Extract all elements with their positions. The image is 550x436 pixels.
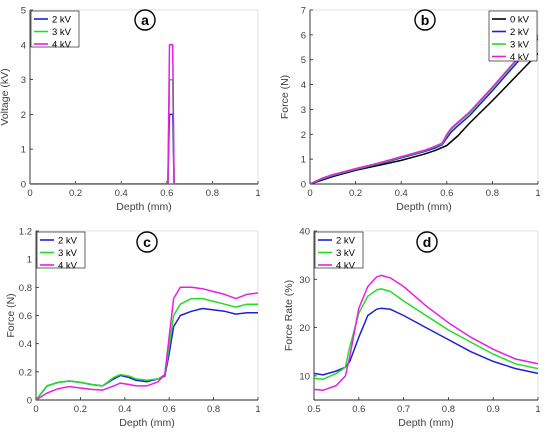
legend-label: 4 kV	[510, 52, 530, 63]
legend-label: 2 kV	[52, 14, 72, 25]
y-tick-label: 0	[21, 180, 26, 191]
panel-letter: b	[421, 12, 430, 28]
x-axis-label: Depth (mm)	[116, 201, 171, 213]
y-tick-label: 0.8	[19, 283, 32, 294]
y-tick-label: 20	[299, 323, 310, 334]
legend-label: 2 kV	[336, 235, 356, 246]
y-tick-label: 1	[301, 155, 306, 166]
y-tick-label: 2	[21, 110, 26, 121]
x-tick-label: 1	[255, 404, 260, 415]
x-tick-label: 0.9	[487, 404, 500, 415]
x-tick-label: 0.6	[440, 188, 453, 199]
x-tick-label: 1	[535, 404, 540, 415]
series-line-3-kv	[314, 288, 538, 380]
y-tick-label: 3	[301, 105, 306, 116]
x-tick-label: 0.8	[442, 404, 455, 415]
y-tick-label: 4	[21, 40, 26, 51]
y-axis-label: Force (N)	[279, 75, 291, 119]
series-line-3-kv	[30, 78, 258, 184]
y-tick-label: 0.4	[19, 339, 32, 350]
legend-label: 0 kV	[510, 14, 530, 25]
legend-label: 2 kV	[58, 235, 78, 246]
series-line-4-kv	[36, 286, 258, 400]
y-tick-label: 2	[301, 130, 306, 141]
legend: 0 kV 2 kV3 kV 4 kV	[488, 10, 538, 63]
y-tick-label: 1.2	[19, 227, 32, 238]
chart-panel-c: 0 0.2 0.4 0.6 0.8 1 0 0.2 0.4 0.6 0.8 1 1.2 Depth (mm…	[5, 227, 261, 430]
legend-label: 3 kV	[52, 27, 72, 38]
panel-letter-circle	[136, 231, 158, 253]
panel-letter-circle	[134, 9, 156, 31]
x-tick-label: 0.5	[307, 404, 320, 415]
chart-panel-a: 0 0.2 0.4 0.6 0.8 1 0 1 2 3 4 5 Depth (mm) Voltage (k…	[0, 6, 261, 214]
y-tick-label: 7	[301, 6, 306, 17]
x-tick-label: 0.8	[206, 188, 219, 199]
x-tick-label: 0.8	[207, 404, 220, 415]
y-tick-label: 5	[301, 55, 306, 66]
panel-letter-circle	[414, 9, 436, 31]
x-tick-label: 0.6	[163, 404, 176, 415]
x-tick-label: 0.4	[115, 188, 128, 199]
legend: 2 kV 3 kV4 kV	[314, 231, 364, 271]
legend-box	[30, 10, 80, 48]
x-tick-label: 0.6	[352, 404, 365, 415]
legend-label: 4 kV	[52, 39, 72, 50]
legend-label: 4 kV	[58, 260, 78, 271]
x-tick-label: 0	[27, 188, 32, 199]
y-axis-label: Voltage (kV)	[0, 68, 11, 125]
x-axis-label: Depth (mm)	[398, 417, 453, 429]
x-tick-label: 0.6	[160, 188, 173, 199]
legend-label: 3 kV	[336, 248, 356, 259]
y-tick-label: 30	[299, 275, 310, 286]
panel-letter-circle	[416, 231, 438, 253]
legend-label: 4 kV	[336, 260, 356, 271]
legend-box	[36, 231, 86, 269]
series-line-3-kv	[36, 297, 258, 400]
y-tick-label: 6	[301, 30, 306, 41]
y-tick-label: 40	[299, 227, 310, 238]
series-line-2-kv	[30, 113, 258, 184]
legend: 2 kV 3 kV4 kV	[36, 231, 86, 271]
series-line-4-kv	[30, 44, 258, 184]
panel-letter: a	[141, 12, 149, 28]
chart-panel-b: 0 0.2 0.4 0.6 0.8 1 0 1 2 3 4 5 6 7 Depth (mm) Force (N…	[279, 6, 541, 214]
x-tick-label: 0	[307, 188, 312, 199]
y-axis-label: Force (N)	[5, 293, 17, 337]
y-tick-label: 10	[299, 371, 310, 382]
x-tick-label: 1	[255, 188, 260, 199]
x-tick-label: 0.2	[74, 404, 87, 415]
x-tick-label: 1	[535, 188, 540, 199]
y-tick-label: 4	[301, 80, 306, 91]
legend-label: 2 kV	[510, 27, 530, 38]
chart-panel-d: 0.5 0.6 0.7 0.8 0.9 1 10 20 30 40 Depth (mm) Force …	[283, 227, 541, 430]
y-tick-label: 0.2	[19, 367, 32, 378]
x-tick-label: 0	[33, 404, 38, 415]
y-tick-label: 3	[21, 75, 26, 86]
x-tick-label: 0.2	[349, 188, 362, 199]
x-tick-label: 0.4	[395, 188, 408, 199]
panel-letter: c	[143, 234, 151, 250]
legend-label: 3 kV	[510, 39, 530, 50]
x-axis-label: Depth (mm)	[119, 417, 174, 429]
panel-letter: d	[423, 234, 432, 250]
y-tick-label: 1	[21, 145, 26, 156]
x-tick-label: 0.4	[118, 404, 131, 415]
y-axis-label: Force Rate (%)	[283, 280, 295, 351]
y-tick-label: 1	[27, 255, 32, 266]
y-tick-label: 0	[27, 396, 32, 407]
series-line-4-kv	[310, 34, 538, 184]
legend: 2 kV 3 kV4 kV	[30, 10, 80, 50]
y-tick-label: 5	[21, 6, 26, 17]
y-tick-label: 0	[301, 180, 306, 191]
legend-label: 3 kV	[58, 248, 78, 259]
x-tick-label: 0.8	[486, 188, 499, 199]
x-tick-label: 0.7	[397, 404, 410, 415]
series-line-4-kv	[314, 274, 538, 392]
legend-box	[314, 231, 364, 269]
x-tick-label: 0.2	[69, 188, 82, 199]
y-tick-label: 0.6	[19, 311, 32, 322]
x-axis-label: Depth (mm)	[396, 201, 451, 213]
